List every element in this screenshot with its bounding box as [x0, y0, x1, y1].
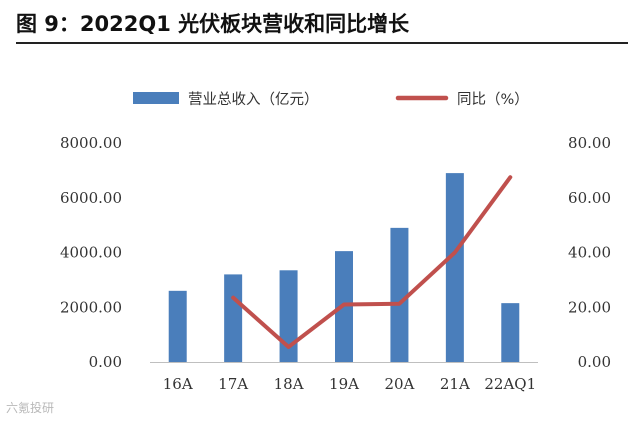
x-tick-label: 20A — [384, 375, 414, 393]
y-right-tick-label: 60.00 — [568, 189, 611, 207]
y-left-tick-label: 8000.00 — [60, 134, 122, 152]
y-left-tick-label: 0.00 — [89, 353, 122, 371]
y-right-tick-label: 40.00 — [568, 244, 611, 262]
y-left-tick-label: 2000.00 — [60, 298, 122, 316]
yoy-line — [231, 175, 513, 349]
bar-22AQ1 — [501, 303, 520, 362]
y-axis-left: 0.00 2000.00 4000.00 6000.00 8000.00 — [60, 134, 122, 371]
bar-18A — [279, 270, 298, 362]
y-right-tick-label: 20.00 — [568, 298, 611, 316]
legend-label-yoy: 同比（%） — [457, 91, 529, 108]
x-tick-label: 18A — [274, 375, 304, 393]
title-divider — [16, 42, 628, 44]
line-series — [231, 175, 513, 349]
legend: 营业总收入（亿元） 同比（%） — [133, 91, 529, 108]
bar-17A — [224, 274, 243, 362]
bar-21A — [445, 173, 464, 362]
legend-swatch-revenue — [133, 92, 179, 104]
y-left-tick-label: 4000.00 — [60, 244, 122, 262]
x-tick-label: 17A — [218, 375, 248, 393]
y-axis-right: 0.00 20.00 40.00 60.00 80.00 — [568, 134, 611, 371]
y-right-tick-label: 0.00 — [578, 353, 611, 371]
x-tick-label: 16A — [163, 375, 193, 393]
bar-16A — [168, 290, 187, 362]
chart-title: 图 9：2022Q1 光伏板块营收和同比增长 — [16, 12, 410, 36]
legend-label-revenue: 营业总收入（亿元） — [188, 91, 319, 108]
x-axis: 16A 17A 18A 19A 20A 21A 22AQ1 — [150, 362, 538, 393]
y-right-tick-label: 80.00 — [568, 134, 611, 152]
y-left-tick-label: 6000.00 — [60, 189, 122, 207]
bar-20A — [390, 227, 409, 362]
x-tick-label: 21A — [440, 375, 470, 393]
bar-series — [168, 173, 520, 362]
x-tick-label: 19A — [329, 375, 359, 393]
watermark: 六氪投研 — [6, 401, 55, 415]
x-tick-label: 22AQ1 — [484, 375, 536, 393]
